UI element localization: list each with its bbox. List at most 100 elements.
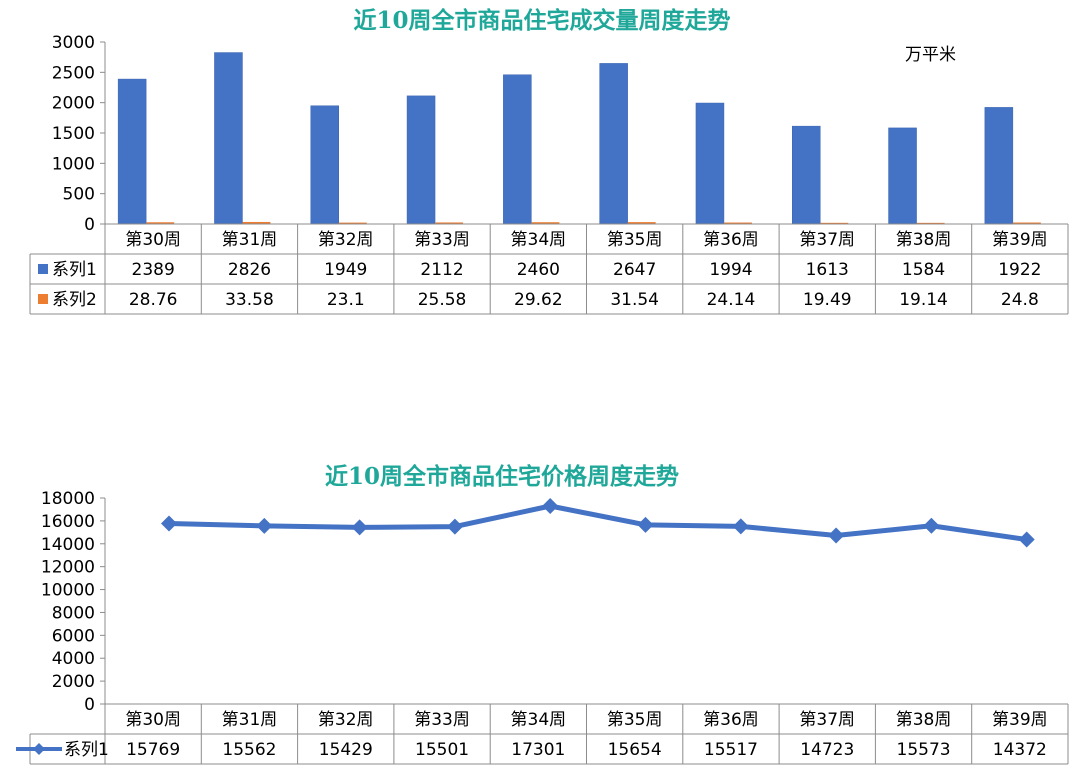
data-point — [828, 527, 845, 544]
data-label: 31.54 — [610, 290, 659, 310]
legend-swatch — [38, 264, 48, 274]
data-label: 15517 — [704, 740, 758, 760]
category-label: 第39周 — [992, 710, 1048, 730]
category-label: 第32周 — [318, 710, 374, 730]
category-label: 第39周 — [992, 230, 1048, 250]
data-label: 2112 — [420, 260, 463, 280]
data-point — [637, 516, 654, 533]
bar — [146, 222, 175, 224]
y-tick-label: 12000 — [41, 558, 95, 578]
data-point — [732, 518, 749, 535]
bar-series-1 — [117, 52, 1014, 225]
y-tick-label: 18000 — [41, 489, 95, 509]
bar — [599, 63, 628, 225]
data-label: 1613 — [806, 260, 849, 280]
bar — [338, 222, 367, 224]
chart-title: 近10周全市商品住宅成交量周度走势 — [353, 7, 730, 34]
data-label: 25.58 — [418, 290, 467, 310]
category-label: 第31周 — [222, 230, 278, 250]
data-point — [351, 519, 368, 536]
y-tick-label: 0 — [84, 695, 95, 715]
data-label: 15429 — [319, 740, 373, 760]
y-tick-label: 0 — [84, 215, 95, 235]
data-label: 19.49 — [803, 290, 852, 310]
data-label: 24.8 — [1001, 290, 1039, 310]
y-tick-label: 16000 — [41, 512, 95, 532]
y-tick-label: 6000 — [52, 626, 95, 646]
data-label: 28.76 — [129, 290, 178, 310]
category-label: 第31周 — [222, 710, 278, 730]
data-label: 15562 — [222, 740, 276, 760]
bar — [723, 222, 752, 224]
category-label: 第34周 — [511, 230, 567, 250]
data-label: 29.62 — [514, 290, 563, 310]
y-tick-label: 8000 — [52, 603, 95, 623]
bar — [503, 74, 532, 225]
data-point — [542, 497, 559, 514]
category-label: 第30周 — [125, 710, 181, 730]
bar — [1012, 222, 1041, 224]
data-label: 2826 — [228, 260, 271, 280]
bar — [242, 221, 271, 224]
bar — [627, 222, 656, 224]
y-tick-label: 14000 — [41, 535, 95, 555]
y-tick-label: 10000 — [41, 581, 95, 601]
y-tick-label: 2500 — [52, 63, 95, 83]
category-label: 第35周 — [607, 710, 663, 730]
data-label: 19.14 — [899, 290, 948, 310]
series-line — [168, 503, 1028, 542]
data-label: 15654 — [608, 740, 662, 760]
data-point — [161, 515, 177, 532]
bar — [531, 222, 560, 224]
bar — [435, 222, 464, 224]
legend-marker — [33, 743, 45, 755]
legend-swatch — [38, 294, 48, 304]
bar — [310, 105, 339, 225]
data-label: 2460 — [517, 260, 560, 280]
y-tick-label: 500 — [63, 185, 95, 205]
data-label: 1922 — [998, 260, 1041, 280]
data-label: 14372 — [993, 740, 1047, 760]
unit-label: 万平米 — [905, 45, 956, 65]
bar — [117, 78, 147, 225]
data-point — [1018, 531, 1035, 548]
y-tick-label: 1000 — [52, 154, 95, 174]
data-label: 15501 — [415, 740, 469, 760]
data-point — [256, 517, 273, 534]
category-label: 第38周 — [896, 710, 952, 730]
category-label: 第33周 — [414, 230, 470, 250]
y-tick-label: 3000 — [52, 33, 95, 53]
category-label: 第30周 — [125, 230, 181, 250]
category-label: 第36周 — [703, 230, 759, 250]
y-tick-label: 4000 — [52, 649, 95, 669]
y-tick-label: 2000 — [52, 94, 95, 114]
data-label: 15769 — [126, 740, 180, 760]
bar — [792, 125, 821, 225]
bar — [984, 107, 1014, 225]
legend-series-name: 系列1 — [52, 260, 97, 280]
bar — [888, 127, 917, 225]
bar-series-2 — [146, 221, 1041, 224]
category-label: 第34周 — [511, 710, 567, 730]
bar — [406, 95, 436, 225]
data-label: 33.58 — [225, 290, 274, 310]
data-point — [446, 518, 463, 535]
bar — [214, 52, 243, 225]
data-point — [923, 517, 940, 534]
legend-series-name: 系列2 — [52, 290, 97, 310]
chart-title: 近10周全市商品住宅价格周度走势 — [325, 463, 679, 490]
category-label: 第38周 — [896, 230, 952, 250]
data-label: 23.1 — [327, 290, 365, 310]
data-label: 17301 — [511, 740, 565, 760]
category-label: 第35周 — [607, 230, 663, 250]
data-label: 2647 — [613, 260, 656, 280]
category-label: 第33周 — [414, 710, 470, 730]
y-tick-label: 2000 — [52, 672, 95, 692]
data-label: 1584 — [902, 260, 945, 280]
data-label: 24.14 — [707, 290, 756, 310]
category-label: 第32周 — [318, 230, 374, 250]
category-label: 第37周 — [799, 230, 855, 250]
data-label: 15573 — [897, 740, 951, 760]
y-tick-label: 1500 — [52, 124, 95, 144]
bar — [916, 222, 945, 224]
